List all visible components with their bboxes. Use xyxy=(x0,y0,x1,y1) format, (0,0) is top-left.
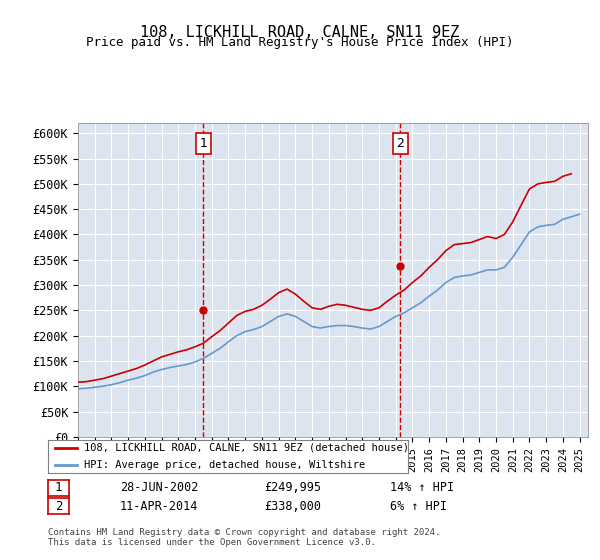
Text: 2: 2 xyxy=(397,137,404,150)
Text: Price paid vs. HM Land Registry's House Price Index (HPI): Price paid vs. HM Land Registry's House … xyxy=(86,36,514,49)
Text: HPI: Average price, detached house, Wiltshire: HPI: Average price, detached house, Wilt… xyxy=(84,460,365,470)
Text: 2: 2 xyxy=(55,500,62,513)
Text: £249,995: £249,995 xyxy=(264,481,321,494)
Text: 11-APR-2014: 11-APR-2014 xyxy=(120,500,199,513)
Text: £338,000: £338,000 xyxy=(264,500,321,513)
Text: 6% ↑ HPI: 6% ↑ HPI xyxy=(390,500,447,513)
Text: 28-JUN-2002: 28-JUN-2002 xyxy=(120,481,199,494)
Text: 1: 1 xyxy=(199,137,207,150)
Text: 108, LICKHILL ROAD, CALNE, SN11 9EZ (detached house): 108, LICKHILL ROAD, CALNE, SN11 9EZ (det… xyxy=(84,443,409,453)
Text: 108, LICKHILL ROAD, CALNE, SN11 9EZ: 108, LICKHILL ROAD, CALNE, SN11 9EZ xyxy=(140,25,460,40)
Text: Contains HM Land Registry data © Crown copyright and database right 2024.
This d: Contains HM Land Registry data © Crown c… xyxy=(48,528,440,547)
Text: 14% ↑ HPI: 14% ↑ HPI xyxy=(390,481,454,494)
Text: 1: 1 xyxy=(55,481,62,494)
